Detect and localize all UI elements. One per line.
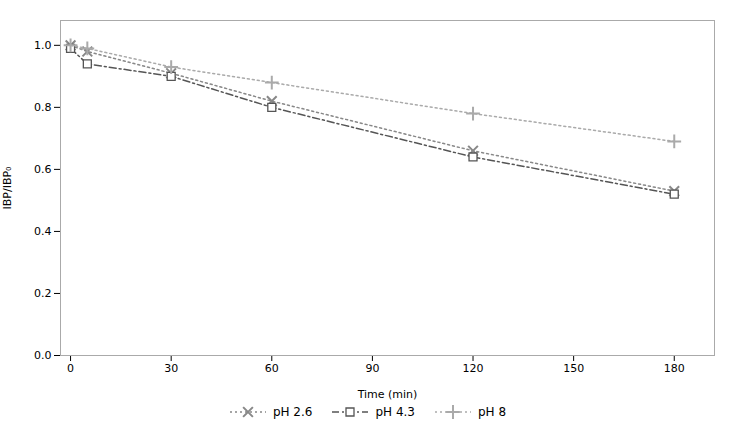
svg-text:180: 180 (664, 362, 685, 375)
html-text:pH 8: pH 8 (478, 405, 507, 419)
svg-text:0.0: 0.0 (34, 349, 52, 362)
svg-text:Time (min): Time (min) (357, 388, 418, 401)
svg-text:1.0: 1.0 (34, 39, 52, 52)
svg-text:0.6: 0.6 (34, 163, 52, 176)
svg-text:60: 60 (265, 362, 279, 375)
svg-text:0: 0 (67, 362, 74, 375)
svg-text:0.2: 0.2 (34, 287, 52, 300)
svg-text:IBP/IBP₀: IBP/IBP₀ (1, 166, 14, 210)
svg-text:90: 90 (365, 362, 379, 375)
svg-text:0.4: 0.4 (34, 225, 52, 238)
html-text:pH 2.6: pH 2.6 (272, 405, 313, 419)
html-text:pH 4.3: pH 4.3 (375, 405, 415, 419)
svg-text:120: 120 (463, 362, 484, 375)
svg-text:0.8: 0.8 (34, 101, 52, 114)
svg-text:30: 30 (164, 362, 178, 375)
svg-text:150: 150 (563, 362, 584, 375)
